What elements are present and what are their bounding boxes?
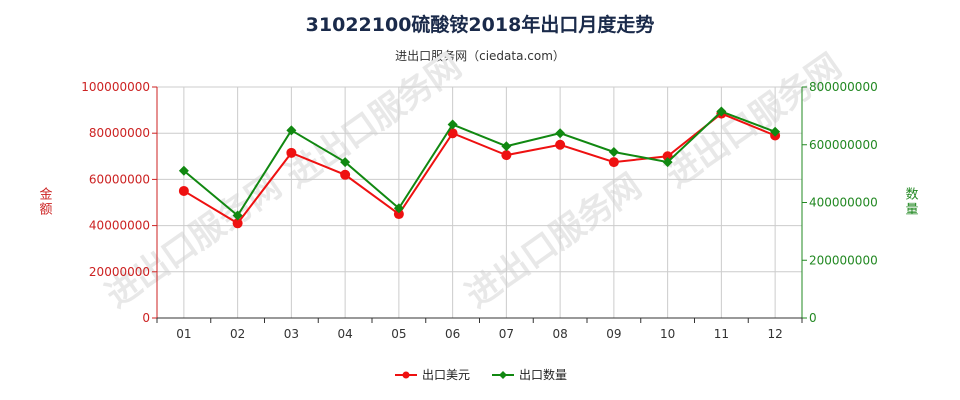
series-0-point-07: [501, 150, 512, 161]
right-tick-label-4: 800000000: [809, 80, 878, 94]
chart-subtitle: 进出口服务网（ciedata.com）: [395, 49, 565, 63]
series-0-point-04: [340, 169, 351, 180]
left-axis-title: 金额: [39, 187, 52, 218]
legend-label-1: 出口数量: [519, 367, 567, 382]
left-tick-label-4: 80000000: [89, 126, 150, 140]
x-tick-label-12: 12: [767, 327, 782, 341]
watermark-text-3: 进出口服务网: [279, 46, 469, 196]
watermark-text-1: 进出口服务网: [459, 166, 649, 316]
x-tick-label-11: 11: [714, 327, 729, 341]
series-0-point-08: [555, 139, 566, 150]
series-1-point-10: [662, 157, 673, 168]
series-1-point-04: [340, 157, 351, 168]
series-0-point-01: [178, 185, 189, 196]
x-tick-label-06: 06: [445, 327, 460, 341]
series-1-point-07: [501, 141, 512, 152]
left-tick-label-2: 40000000: [89, 219, 150, 233]
series-1-point-06: [447, 119, 458, 130]
left-tick-label-1: 20000000: [89, 265, 150, 279]
series-0-point-02: [232, 218, 243, 229]
series-0-point-06: [447, 128, 458, 139]
series-1-point-12: [770, 126, 781, 137]
series-line-0: [183, 112, 776, 225]
x-tick-label-07: 07: [499, 327, 514, 341]
watermark-text-2: 进出口服务网: [659, 46, 849, 196]
series-1-point-11: [716, 106, 727, 117]
right-axis-title: 数量: [905, 188, 918, 218]
left-tick-label-3: 60000000: [89, 172, 150, 186]
x-tick-label-08: 08: [552, 327, 567, 341]
series-1-point-01: [178, 165, 189, 176]
series-0-point-03: [286, 147, 297, 158]
x-tick-label-10: 10: [660, 327, 675, 341]
right-tick-label-3: 600000000: [809, 138, 878, 152]
series-1-point-08: [555, 128, 566, 139]
right-tick-label-2: 400000000: [809, 196, 878, 210]
series-0-point-05: [393, 209, 404, 220]
right-tick-label-0: 0: [809, 311, 817, 325]
legend-label-0: 出口美元: [422, 368, 470, 382]
right-tick-label-1: 200000000: [809, 253, 878, 267]
series-1-point-05: [393, 203, 404, 214]
left-tick-label-5: 100000000: [81, 80, 150, 94]
series-1-point-09: [608, 146, 619, 157]
series-1-point-02: [232, 210, 243, 221]
left-tick-label-0: 0: [142, 311, 150, 325]
series-1-point-03: [286, 125, 297, 136]
legend-marker-0: [402, 371, 410, 379]
x-tick-label-03: 03: [284, 327, 299, 341]
x-tick-label-09: 09: [606, 327, 621, 341]
series-line-1: [183, 110, 776, 217]
x-tick-label-02: 02: [230, 327, 245, 341]
x-tick-label-04: 04: [337, 327, 352, 341]
series-0-point-09: [608, 157, 619, 168]
x-tick-label-01: 01: [176, 327, 191, 341]
chart-title: 31022100硫酸铵2018年出口月度走势: [305, 14, 655, 36]
watermark-text-0: 进出口服务网: [99, 166, 289, 316]
legend-marker-1: [499, 371, 507, 379]
x-tick-label-05: 05: [391, 327, 406, 341]
